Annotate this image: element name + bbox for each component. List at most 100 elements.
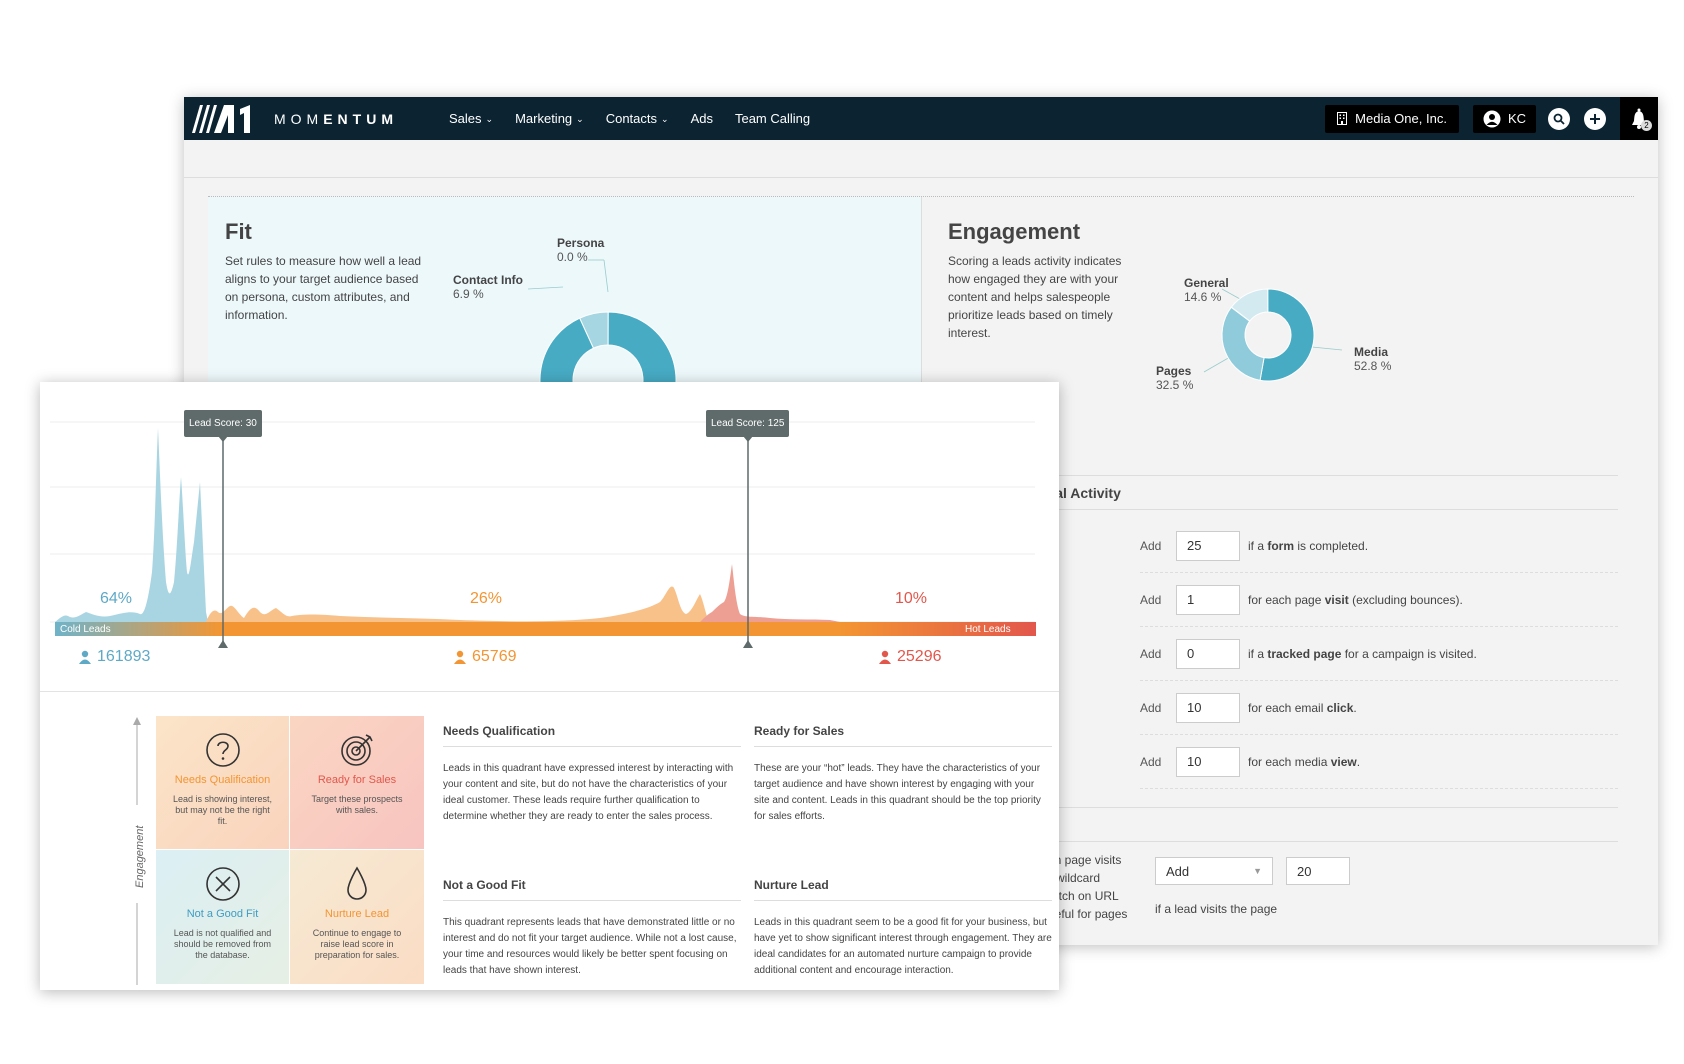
general-label: General 14.6 % bbox=[1184, 276, 1229, 304]
top-navigation-bar: MOMENTUM Sales ⌄ Marketing ⌄ Contacts ⌄ Ads… bbox=[184, 97, 1658, 140]
marker-handle-125[interactable] bbox=[743, 640, 753, 648]
x-circle-icon bbox=[205, 867, 240, 901]
lead-score-bar bbox=[55, 622, 1036, 636]
nav-contacts[interactable]: Contacts ⌄ bbox=[605, 111, 669, 126]
quadrant-not-a-good-fit[interactable]: Not a Good Fit Lead is not qualified and… bbox=[156, 850, 290, 984]
quadrant-description: Lead is showing interest, but may not be… bbox=[172, 794, 273, 826]
quadrant-nurture-lead[interactable]: Nurture Lead Continue to engage to raise… bbox=[290, 850, 424, 984]
brand-name: MOMENTUM bbox=[274, 111, 398, 127]
details-text: Leads in this quadrant seem to be a good… bbox=[754, 917, 1052, 976]
sub-toolbar bbox=[184, 140, 1658, 178]
donut-slice-media bbox=[1259, 288, 1315, 382]
rule-text: if a tracked page for a campaign is visi… bbox=[1248, 646, 1477, 661]
hot-lead-count: 25296 bbox=[878, 648, 942, 666]
nurture-lead-details: Nurture Lead Leads in this quadrant seem… bbox=[754, 878, 1052, 979]
quadrant-ready-for-sales[interactable]: Ready for Sales Target these prospects w… bbox=[290, 716, 424, 850]
persona-label: Persona 0.0 % bbox=[557, 236, 605, 264]
cold-leads-area bbox=[55, 428, 208, 622]
marker-handle-30[interactable] bbox=[218, 640, 228, 648]
rule-email-click: Add 10 for each email click. bbox=[1140, 681, 1618, 735]
needs-qualification-details: Needs Qualification Leads in this quadra… bbox=[443, 724, 741, 825]
fit-description: Set rules to measure how well a lead ali… bbox=[225, 254, 422, 322]
notification-count-badge: 2 bbox=[1641, 120, 1652, 131]
rule-form-completed: Add 25 if a form is completed. bbox=[1140, 519, 1618, 573]
chevron-down-icon: ⌄ bbox=[576, 114, 584, 124]
chevron-down-icon: ▼ bbox=[1253, 866, 1262, 876]
user-icon bbox=[1483, 110, 1501, 127]
nav-ads[interactable]: Ads bbox=[690, 111, 713, 126]
page-visit-condition-text: if a lead visits the page bbox=[1155, 902, 1278, 916]
cold-percentage: 64% bbox=[100, 590, 133, 607]
media-view-score-input[interactable]: 10 bbox=[1176, 746, 1240, 777]
tracked-page-score-input[interactable]: 0 bbox=[1176, 638, 1240, 669]
details-text: This quadrant represents leads that have… bbox=[443, 917, 737, 976]
engagement-panel: Engagement Scoring a leads activity indi… bbox=[922, 197, 1634, 945]
page-visit-amount-input[interactable]: 20 bbox=[1286, 857, 1350, 885]
rule-text: for each email click. bbox=[1248, 700, 1357, 715]
organization-button[interactable]: Media One, Inc. bbox=[1325, 104, 1459, 133]
quadrant-title: Nurture Lead bbox=[324, 908, 390, 920]
engagement-description: Scoring a leads activity indicates how e… bbox=[948, 254, 1122, 340]
quadrant-description: Continue to engage to raise lead score i… bbox=[312, 928, 402, 960]
quadrant-needs-qualification[interactable]: Needs Qualification Lead is showing inte… bbox=[156, 716, 290, 850]
engagement-donut-chart bbox=[1203, 288, 1343, 382]
rule-text: for each media view. bbox=[1248, 754, 1361, 769]
rule-page-visit: Add 1 for each page visit (excluding bou… bbox=[1140, 573, 1618, 627]
momentum-logo[interactable]: MOMENTUM bbox=[190, 100, 450, 138]
rule-add-label: Add bbox=[1140, 646, 1162, 661]
notifications-button[interactable]: 2 bbox=[1620, 97, 1658, 140]
rule-text: for each page visit (excluding bounces). bbox=[1248, 592, 1463, 607]
nav-marketing[interactable]: Marketing ⌄ bbox=[515, 111, 584, 126]
rule-add-label: Add bbox=[1140, 754, 1162, 769]
rule-tracked-page: Add 0 if a tracked page for a campaign i… bbox=[1140, 627, 1618, 681]
rule-media-view: Add 10 for each media view. bbox=[1140, 735, 1618, 789]
marker-pointer-125 bbox=[743, 436, 753, 442]
person-icon bbox=[79, 650, 91, 664]
lead-score-marker-125[interactable]: Lead Score: 125 bbox=[706, 410, 790, 437]
lead-quadrant: Needs Qualification Lead is showing inte… bbox=[156, 716, 424, 984]
mid-lead-count: 65769 bbox=[453, 648, 517, 666]
form-score-input[interactable]: 25 bbox=[1176, 530, 1240, 561]
logo-mark-icon bbox=[192, 105, 250, 133]
question-icon bbox=[205, 733, 240, 767]
user-menu-button[interactable]: KC bbox=[1472, 104, 1536, 133]
contact-info-label: Contact Info 6.9 % bbox=[453, 273, 523, 301]
page-visits-text: useful for pages bbox=[1042, 907, 1128, 921]
not-a-good-fit-details: Not a Good Fit This quadrant represents … bbox=[443, 878, 741, 979]
target-icon bbox=[341, 734, 373, 766]
add-button[interactable] bbox=[1584, 107, 1606, 130]
lead-score-marker-30[interactable]: Lead Score: 30 bbox=[184, 410, 262, 437]
hot-leads-area bbox=[700, 564, 840, 622]
fit-title: Fit bbox=[225, 219, 252, 244]
details-text: Leads in this quadrant have expressed in… bbox=[443, 763, 734, 822]
user-initials: KC bbox=[1507, 111, 1526, 126]
page-visits-text: tain page visits bbox=[1042, 853, 1122, 867]
quadrant-title: Ready for Sales bbox=[317, 774, 397, 786]
nav-team-calling[interactable]: Team Calling bbox=[734, 111, 811, 126]
cold-lead-count: 161893 bbox=[78, 648, 150, 666]
page-visit-score-input[interactable]: 1 bbox=[1176, 584, 1240, 615]
person-icon bbox=[454, 650, 466, 664]
details-title: Ready for Sales bbox=[754, 724, 1052, 747]
donut-slice-pages bbox=[1221, 306, 1265, 381]
rule-add-label: Add bbox=[1140, 538, 1162, 553]
nav-sales[interactable]: Sales ⌄ bbox=[449, 111, 494, 126]
quadrant-description: Target these prospects with sales. bbox=[311, 794, 403, 815]
details-title: Not a Good Fit bbox=[443, 878, 741, 901]
rule-add-label: Add bbox=[1140, 592, 1162, 607]
pages-divider bbox=[1048, 807, 1618, 808]
mid-leads-area bbox=[206, 586, 710, 622]
plus-icon bbox=[1590, 113, 1600, 124]
engagement-axis-label: Engagement bbox=[134, 825, 146, 888]
page-visit-action-select[interactable]: Add ▼ bbox=[1155, 857, 1273, 885]
cold-leads-label: Cold Leads bbox=[60, 624, 111, 635]
search-button[interactable] bbox=[1548, 107, 1570, 130]
email-click-score-input[interactable]: 10 bbox=[1176, 692, 1240, 723]
drop-icon bbox=[347, 866, 367, 900]
search-icon bbox=[1553, 113, 1565, 125]
pages-divider-bottom bbox=[1048, 841, 1618, 842]
quadrant-title: Not a Good Fit bbox=[186, 908, 259, 920]
lead-distribution-card: Lead Score: 30 Lead Score: 125 Cold Lead… bbox=[40, 382, 1059, 990]
quadrant-title: Needs Qualification bbox=[174, 774, 271, 786]
quadrant-description: Lead is not qualified and should be remo… bbox=[173, 928, 272, 960]
